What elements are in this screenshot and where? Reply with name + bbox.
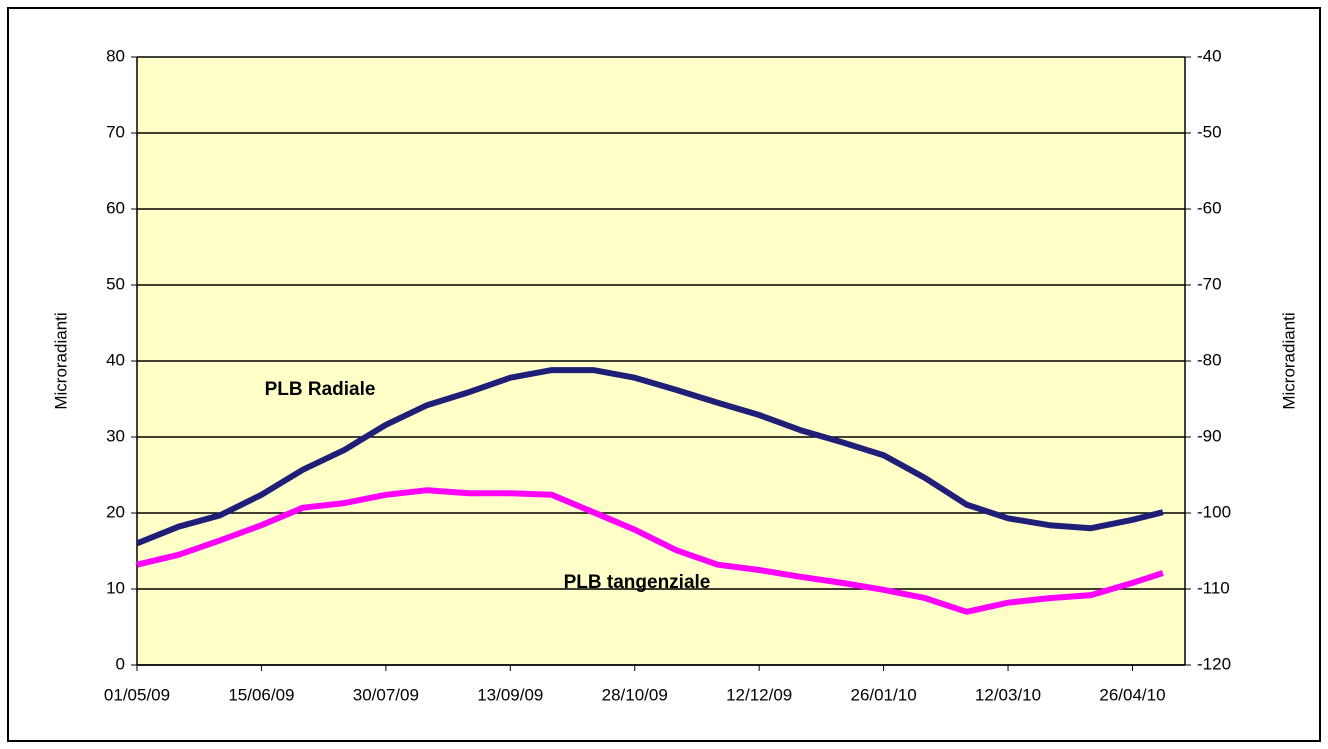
y-tick-label: 20 bbox=[106, 502, 125, 521]
x-tick-label: 01/05/09 bbox=[104, 685, 170, 704]
series-line bbox=[136, 487, 1164, 615]
x-tick-label: 30/07/09 bbox=[353, 685, 419, 704]
y-tick-label: 70 bbox=[106, 122, 125, 141]
y2-tick-label: -40 bbox=[1197, 46, 1222, 65]
series-label: PLB Radiale bbox=[265, 379, 376, 400]
y2-tick-label: -100 bbox=[1197, 502, 1231, 521]
series-line bbox=[135, 367, 1164, 547]
y-tick-label: 80 bbox=[106, 46, 125, 65]
y-tick-label: 60 bbox=[106, 198, 125, 217]
y-tick-label: 10 bbox=[106, 578, 125, 597]
y2-tick-label: -120 bbox=[1197, 654, 1231, 673]
y-axis-title: Microradianti bbox=[51, 312, 70, 409]
x-tick-label: 26/04/10 bbox=[1099, 685, 1165, 704]
y-tick-label: 50 bbox=[106, 274, 125, 293]
x-tick-label: 12/12/09 bbox=[726, 685, 792, 704]
y2-tick-label: -60 bbox=[1197, 198, 1222, 217]
y2-tick-label: -70 bbox=[1197, 274, 1222, 293]
y-tick-label: 0 bbox=[116, 654, 125, 673]
series-label: PLB tangenziale bbox=[564, 572, 711, 593]
y2-tick-label: -80 bbox=[1197, 350, 1222, 369]
x-tick-label: 15/06/09 bbox=[228, 685, 294, 704]
y-tick-label: 40 bbox=[106, 350, 125, 369]
y2-tick-label: -50 bbox=[1197, 122, 1222, 141]
y-tick-label: 30 bbox=[106, 426, 125, 445]
y2-tick-label: -90 bbox=[1197, 426, 1222, 445]
x-tick-label: 12/03/10 bbox=[975, 685, 1041, 704]
y2-tick-label: -110 bbox=[1197, 578, 1230, 597]
x-tick-label: 28/10/09 bbox=[602, 685, 668, 704]
x-tick-label: 13/09/09 bbox=[477, 685, 543, 704]
x-tick-label: 26/01/10 bbox=[851, 685, 917, 704]
y2-axis-title: Microradianti bbox=[1279, 312, 1298, 409]
